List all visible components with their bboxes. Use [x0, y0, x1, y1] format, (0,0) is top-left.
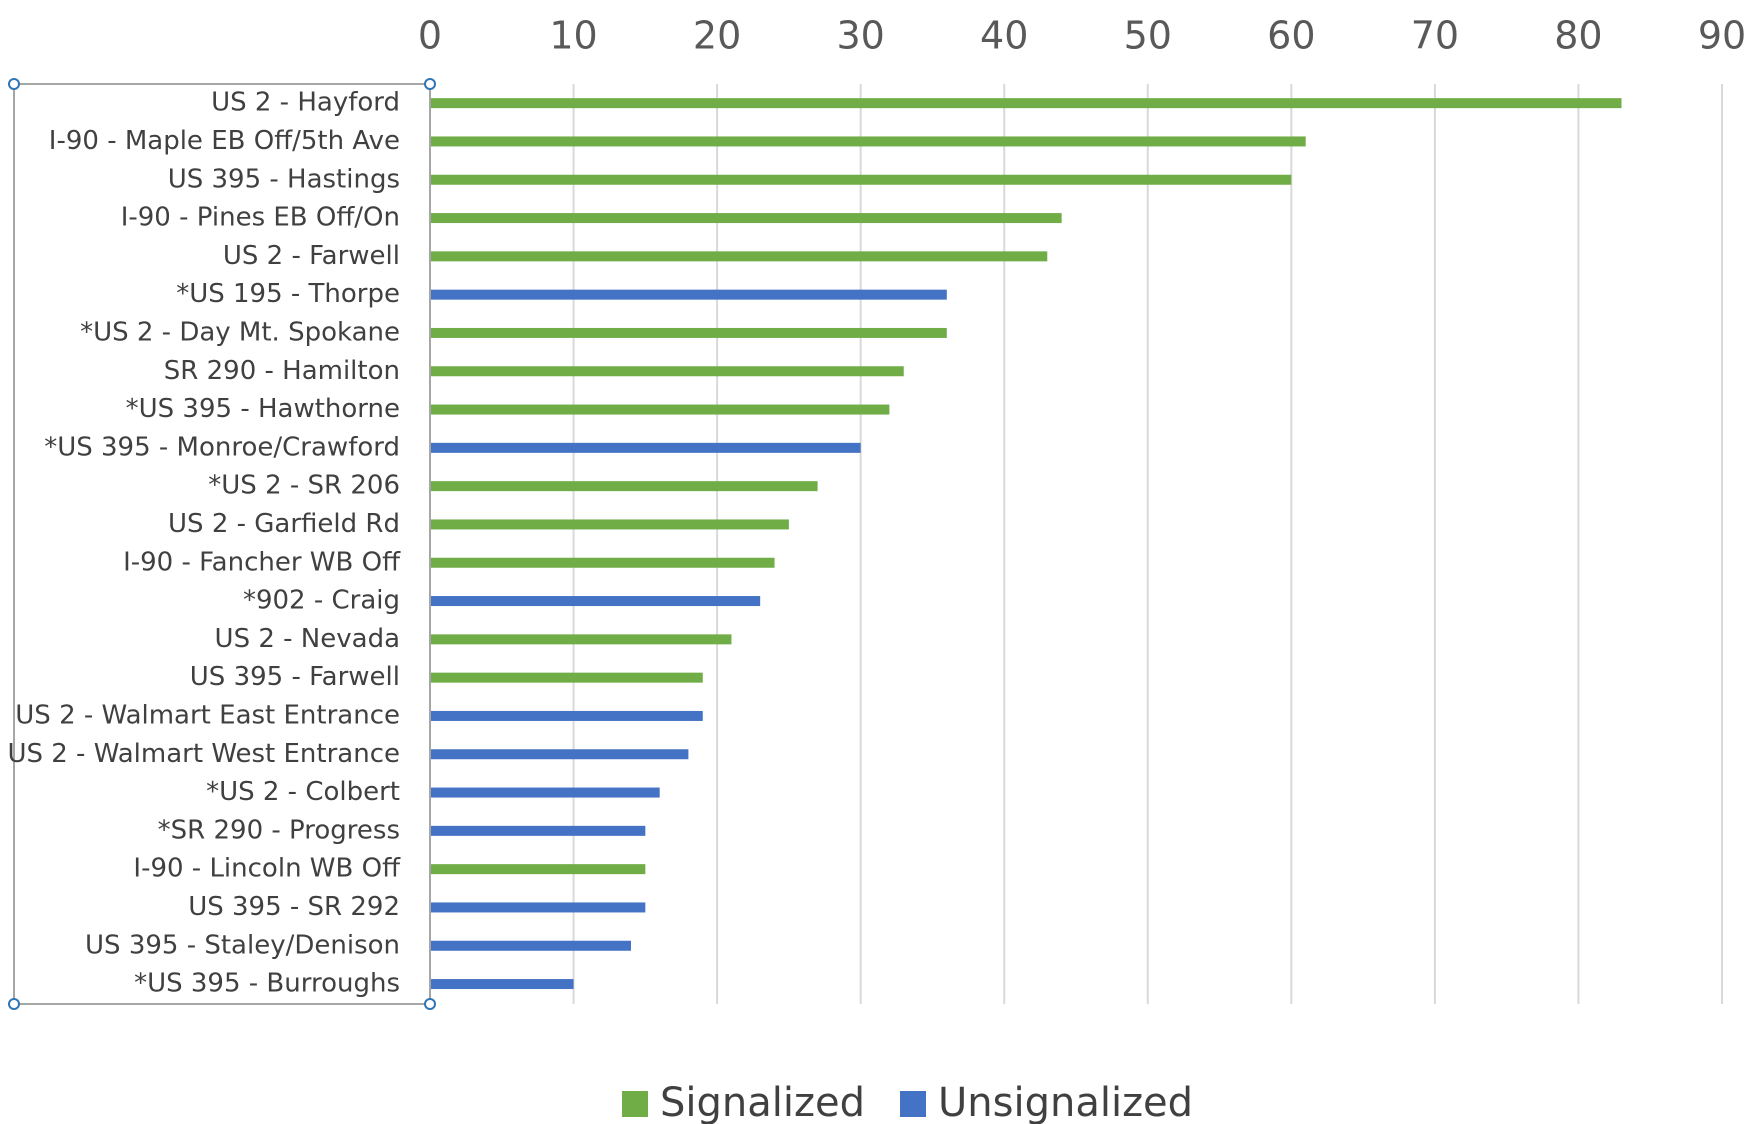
- x-tick-label: 0: [418, 14, 442, 58]
- bar-signalized: [430, 251, 1048, 262]
- x-tick-label: 30: [836, 14, 884, 58]
- bar-unsignalized: [430, 787, 660, 798]
- selection-frame[interactable]: [13, 83, 431, 1005]
- category-labels-selection[interactable]: [8, 78, 436, 1010]
- category-label: US 2 - Farwell: [223, 241, 400, 271]
- category-label: SR 290 - Hamilton: [164, 356, 400, 386]
- bar-unsignalized: [430, 902, 646, 913]
- category-label: *US 2 - Colbert: [206, 777, 400, 807]
- x-tick-label: 10: [549, 14, 597, 58]
- x-tick-label: 50: [1124, 14, 1172, 58]
- category-label: I-90 - Fancher WB Off: [123, 547, 401, 577]
- resize-handle[interactable]: [8, 998, 20, 1010]
- category-label: US 2 - Walmart West Entrance: [7, 739, 400, 769]
- category-label: US 2 - Nevada: [215, 624, 400, 654]
- bar-signalized: [430, 672, 703, 683]
- x-tick-label: 70: [1411, 14, 1459, 58]
- category-label: I-90 - Lincoln WB Off: [133, 854, 401, 884]
- category-label: *US 2 - Day Mt. Spokane: [80, 317, 400, 347]
- bar-signalized: [430, 634, 732, 645]
- x-tick-label: 90: [1698, 14, 1746, 58]
- x-tick-label: 20: [693, 14, 741, 58]
- bar-signalized: [430, 404, 890, 415]
- resize-handle[interactable]: [424, 998, 436, 1010]
- category-label: US 2 - Hayford: [211, 88, 400, 118]
- bar-unsignalized: [430, 979, 574, 990]
- bar-unsignalized: [430, 749, 689, 760]
- category-label: *US 395 - Monroe/Crawford: [44, 432, 400, 462]
- bar-signalized: [430, 864, 646, 875]
- category-label: US 2 - Walmart East Entrance: [15, 700, 400, 730]
- legend-label-unsignalized: Unsignalized: [938, 1080, 1193, 1124]
- bar-signalized: [430, 98, 1622, 109]
- bar-signalized: [430, 213, 1062, 224]
- category-label: US 395 - Hastings: [168, 164, 400, 194]
- bar-unsignalized: [430, 940, 631, 951]
- category-label: US 2 - Garfield Rd: [168, 509, 400, 539]
- bar-signalized: [430, 481, 818, 492]
- category-label: *902 - Craig: [243, 586, 400, 616]
- bar-signalized: [430, 136, 1306, 147]
- bar-unsignalized: [430, 825, 646, 836]
- x-axis-ticks: 0 10 20 30 40 50 60 70 80 90: [418, 14, 1746, 58]
- category-label: *US 195 - Thorpe: [176, 279, 400, 309]
- bar-signalized: [430, 327, 947, 338]
- legend: Signalized Unsignalized: [622, 1080, 1193, 1124]
- bar-unsignalized: [430, 710, 703, 721]
- bar-unsignalized: [430, 442, 861, 453]
- category-label: *US 395 - Burroughs: [134, 969, 400, 999]
- resize-handle[interactable]: [424, 78, 436, 90]
- category-labels: US 2 - Hayford I-90 - Maple EB Off/5th Av…: [7, 88, 401, 999]
- legend-swatch-signalized: [622, 1091, 648, 1117]
- bar-signalized: [430, 174, 1292, 185]
- x-tick-label: 60: [1267, 14, 1315, 58]
- bars: [430, 98, 1622, 990]
- bar-signalized: [430, 519, 789, 530]
- category-label: *US 2 - SR 206: [208, 471, 400, 501]
- x-tick-label: 80: [1554, 14, 1602, 58]
- bar-unsignalized: [430, 596, 761, 607]
- category-label: I-90 - Maple EB Off/5th Ave: [49, 126, 400, 156]
- legend-swatch-unsignalized: [900, 1091, 926, 1117]
- gridlines: [429, 84, 1723, 1004]
- bar-signalized: [430, 557, 775, 568]
- legend-label-signalized: Signalized: [660, 1080, 865, 1124]
- category-label: US 395 - Staley/Denison: [85, 930, 400, 960]
- category-label: *US 395 - Hawthorne: [126, 394, 400, 424]
- bar-unsignalized: [430, 289, 947, 300]
- bar-signalized: [430, 366, 904, 377]
- category-label: US 395 - SR 292: [188, 892, 400, 922]
- resize-handle[interactable]: [8, 78, 20, 90]
- category-label: US 395 - Farwell: [190, 662, 400, 692]
- category-label: I-90 - Pines EB Off/On: [121, 203, 400, 233]
- category-label: *SR 290 - Progress: [158, 815, 400, 845]
- x-tick-label: 40: [980, 14, 1028, 58]
